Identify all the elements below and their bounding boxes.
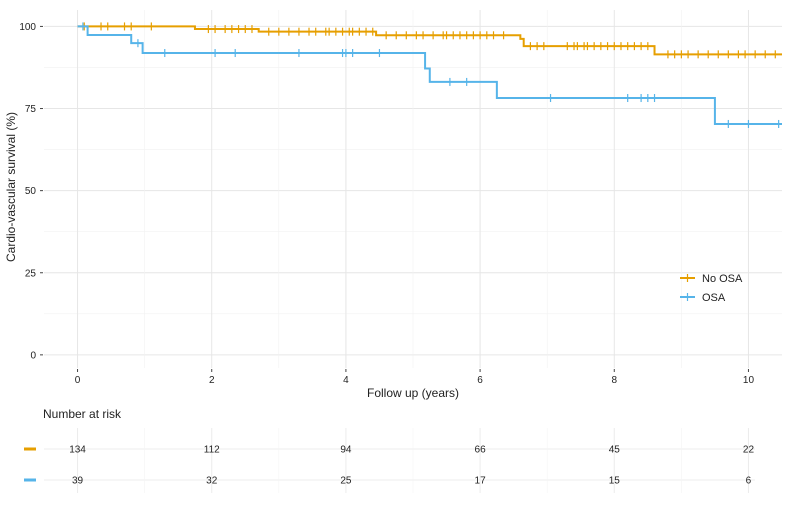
x-tick-label: 4	[343, 375, 349, 386]
risk-table: Number at risk 134 112 94 66 45 22 39 32 25 17 15 6	[24, 407, 755, 493]
survival-curve-1	[77, 25, 782, 125]
risk-count: 45	[609, 445, 621, 456]
y-tick-label: 75	[25, 104, 37, 115]
risk-count: 134	[69, 445, 86, 456]
legend-label: OSA	[702, 292, 726, 304]
x-axis-title: Follow up (years)	[367, 386, 459, 400]
risk-table-title: Number at risk	[43, 407, 122, 421]
x-tick-label: 2	[209, 375, 215, 386]
survival-curve-0	[77, 25, 782, 56]
legend: No OSA OSA	[680, 273, 743, 304]
y-tick-label: 50	[25, 186, 37, 197]
x-tick-label: 6	[477, 375, 483, 386]
y-tick-label: 25	[25, 268, 37, 279]
legend-label: No OSA	[702, 273, 743, 285]
risk-count: 22	[743, 445, 755, 456]
plot-series	[77, 22, 782, 128]
risk-count: 112	[204, 445, 220, 456]
risk-count: 17	[475, 476, 487, 487]
axes: Follow up (years) Cardio-vascular surviv…	[4, 22, 754, 400]
risk-count: 39	[72, 476, 84, 487]
risk-count: 94	[340, 445, 352, 456]
risk-count: 6	[746, 476, 752, 487]
x-tick-label: 10	[743, 375, 755, 386]
risk-count: 25	[340, 476, 352, 487]
y-tick-label: 100	[19, 22, 36, 33]
y-axis-title: Cardio-vascular survival (%)	[4, 112, 18, 262]
risk-count: 15	[609, 476, 621, 487]
y-tick-label: 0	[30, 350, 36, 361]
risk-count: 32	[206, 476, 218, 487]
x-tick-label: 8	[611, 375, 617, 386]
risk-count: 66	[475, 445, 487, 456]
x-tick-label: 0	[75, 375, 81, 386]
grid	[44, 10, 782, 368]
